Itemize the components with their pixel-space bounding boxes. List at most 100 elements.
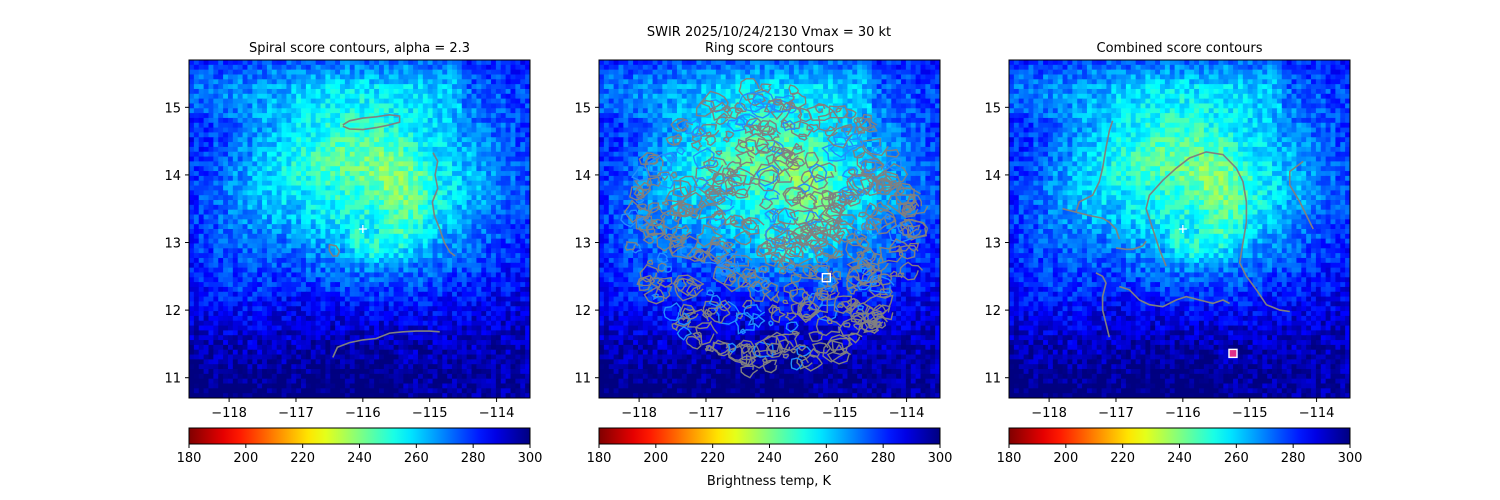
colorbar-gradient <box>1008 427 1351 445</box>
contour-line <box>727 175 746 187</box>
contour-line <box>679 175 698 199</box>
colorbar-2: 180 200 220 240 260 280 300 <box>587 427 953 466</box>
contour-line <box>1095 272 1111 338</box>
contour-line <box>843 125 863 141</box>
contour-line <box>1145 151 1290 313</box>
contour-line <box>873 201 890 213</box>
contour-line <box>726 160 743 173</box>
contour-line <box>771 207 799 232</box>
colorbar-tick-label: 240 <box>347 451 372 466</box>
contour-line <box>644 154 664 177</box>
contour-line <box>782 186 804 201</box>
colorbar-tick-label: 200 <box>643 451 668 466</box>
contour-line <box>729 214 746 229</box>
contour-line <box>865 316 878 327</box>
contour-line <box>761 281 780 302</box>
contour-line <box>786 265 797 274</box>
contour-line <box>724 173 751 197</box>
contour-line <box>692 331 703 339</box>
contour-line <box>672 224 692 242</box>
contour-line <box>809 173 829 191</box>
contour-line <box>820 261 829 269</box>
score-max-marker <box>821 272 832 283</box>
panel-title: Combined score contours <box>1097 41 1263 56</box>
y-tick-label: 13 <box>984 237 1001 252</box>
contour-line <box>845 264 876 288</box>
contour-line <box>846 174 876 196</box>
contour-line <box>774 229 802 254</box>
contour-line <box>663 302 682 322</box>
contour-line <box>677 201 694 217</box>
contour-line <box>859 157 885 177</box>
contour-line <box>900 219 918 236</box>
colorbar-tick-label: 240 <box>757 451 782 466</box>
contour-line <box>835 107 843 113</box>
contour-line <box>668 235 701 260</box>
contour-line <box>711 173 736 195</box>
contour-line <box>708 218 725 230</box>
contour-line <box>859 177 884 197</box>
x-tick-label: −114 <box>479 406 515 421</box>
contour-line <box>831 235 842 243</box>
contour-line <box>664 186 690 203</box>
colorbar-tick-label: 220 <box>1110 451 1135 466</box>
contour-line <box>790 302 806 316</box>
contour-line <box>801 291 809 300</box>
contour-line <box>797 133 808 141</box>
contour-line <box>645 219 667 237</box>
contour-line <box>740 365 759 379</box>
contour-line <box>846 174 878 197</box>
contour-line <box>738 355 757 367</box>
contour-line <box>877 273 893 286</box>
contour-line <box>795 343 807 352</box>
contour-line <box>782 119 796 132</box>
contour-line <box>670 201 685 215</box>
contour-line <box>702 300 721 315</box>
colorbar-tick-label: 260 <box>1224 451 1249 466</box>
contour-line <box>727 342 737 353</box>
colorbar-tick-label: 180 <box>997 451 1022 466</box>
y-tick-label: 14 <box>164 169 181 184</box>
heatmap-image <box>189 60 530 398</box>
contour-line <box>826 126 854 149</box>
contour-line <box>902 193 929 216</box>
contour-line <box>705 188 719 201</box>
contour-line <box>342 113 401 131</box>
colorbar-tick-label: 180 <box>587 451 612 466</box>
contour-line <box>854 113 878 134</box>
contour-line <box>665 133 683 146</box>
axes-frame <box>188 59 531 399</box>
contour-line <box>808 163 828 183</box>
contour-line <box>755 137 780 154</box>
y-tick-label: 14 <box>574 169 591 184</box>
contour-line <box>746 92 767 107</box>
contour-line <box>332 330 440 358</box>
contour-line <box>673 277 699 302</box>
contour-line <box>871 213 898 235</box>
contour-line <box>903 206 912 214</box>
contour-line <box>831 250 844 260</box>
contour-line <box>762 331 790 355</box>
contour-line <box>881 175 901 194</box>
contour-line <box>735 150 755 167</box>
contour-line <box>672 274 705 297</box>
contour-line <box>826 334 853 351</box>
colorbar-label: Brightness temp, K <box>707 474 832 489</box>
y-tick-label: 12 <box>984 304 1001 319</box>
contour-line <box>876 245 904 265</box>
contour-line <box>802 263 819 278</box>
contour-line <box>754 335 780 353</box>
x-tick-label: −115 <box>822 406 858 421</box>
x-tick-label: −115 <box>1232 406 1268 421</box>
contour-line <box>860 161 885 178</box>
y-tick-label: 12 <box>164 304 181 319</box>
contour-line <box>812 342 832 354</box>
contour-line <box>859 256 873 270</box>
contour-line <box>656 252 669 264</box>
contour-line <box>656 233 678 252</box>
contour-line <box>772 147 794 166</box>
colorbar-tick-label: 300 <box>928 451 953 466</box>
contour-line <box>698 182 718 196</box>
storm-center-marker <box>1178 225 1187 233</box>
contour-line <box>768 208 779 216</box>
